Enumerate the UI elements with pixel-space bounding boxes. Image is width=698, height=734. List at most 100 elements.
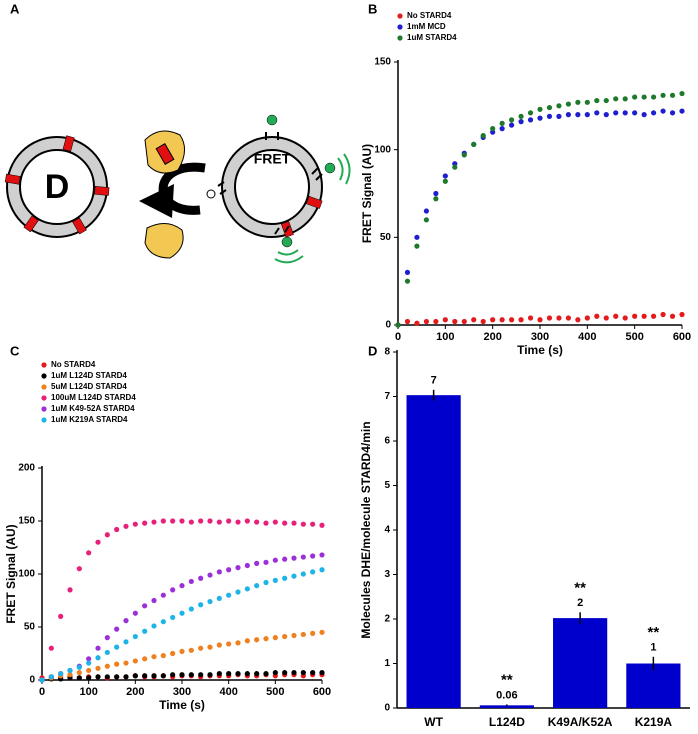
- data-point: [58, 671, 64, 677]
- data-point: [282, 575, 288, 581]
- data-point: [263, 579, 269, 586]
- data-point: [76, 675, 82, 681]
- x-tick-label: 600: [673, 331, 691, 343]
- data-point: [104, 532, 110, 538]
- data-point: [310, 669, 316, 676]
- y-axis-label: FRET Signal (AU): [360, 144, 374, 243]
- data-point: [300, 554, 306, 560]
- data-point: [603, 315, 609, 321]
- value-label: 0.06: [496, 689, 517, 701]
- data-point: [160, 518, 166, 524]
- data-point: [151, 654, 157, 660]
- data-point: [433, 318, 439, 325]
- data-point: [198, 672, 204, 678]
- data-point: [319, 669, 325, 676]
- data-point: [442, 317, 448, 323]
- data-point: [263, 559, 269, 565]
- x-tick-label: 100: [79, 686, 97, 698]
- data-point: [641, 94, 647, 100]
- y-tick-label: 7: [384, 391, 390, 402]
- data-point: [546, 113, 553, 119]
- data-point: [188, 606, 194, 612]
- x-tick-label: 0: [395, 331, 401, 343]
- data-point: [48, 645, 54, 651]
- y-tick-label: 4: [384, 525, 390, 536]
- x-tick-label: 400: [578, 331, 596, 343]
- data-point: [95, 655, 101, 661]
- significance-label: **: [648, 624, 660, 641]
- legend-marker: [41, 362, 47, 368]
- data-point: [179, 610, 185, 616]
- data-point: [179, 518, 185, 524]
- data-point: [67, 667, 73, 674]
- data-point: [235, 565, 241, 571]
- data-point: [160, 673, 166, 679]
- data-point: [414, 234, 420, 240]
- x-axis-label: Time (s): [517, 343, 563, 357]
- data-point: [433, 196, 439, 202]
- data-point: [272, 635, 278, 641]
- data-point: [499, 120, 505, 126]
- data-point: [114, 526, 120, 533]
- data-point: [207, 644, 213, 650]
- y-axis-label: Molecules DHE/molecule STARD4/min: [359, 421, 373, 638]
- data-point: [151, 519, 157, 525]
- data-point: [198, 575, 204, 581]
- legend-marker: [397, 13, 403, 19]
- x-tick-label: 600: [313, 686, 331, 698]
- data-point: [244, 671, 250, 677]
- data-point: [95, 674, 101, 680]
- data-point: [216, 519, 222, 525]
- y-tick-label: 6: [384, 436, 390, 447]
- y-tick-label: 150: [374, 57, 391, 68]
- data-point: [291, 555, 297, 561]
- bar: [626, 663, 681, 708]
- data-point: [310, 553, 316, 559]
- legend-label: 1mM MCD: [407, 22, 446, 31]
- data-point: [537, 115, 543, 121]
- data-point: [188, 647, 194, 653]
- data-point: [442, 173, 448, 179]
- x-tick-label: WT: [424, 715, 443, 729]
- data-point: [575, 112, 581, 118]
- data-point: [622, 96, 628, 102]
- data-point: [235, 589, 241, 595]
- data-point: [207, 672, 213, 678]
- legend-label: 1uM K219A STARD4: [51, 415, 128, 424]
- data-point: [216, 569, 222, 575]
- data-point: [123, 660, 129, 666]
- data-point: [300, 669, 306, 676]
- data-point: [132, 521, 138, 527]
- data-point: [254, 519, 260, 525]
- legend-marker: [41, 373, 47, 379]
- legend-marker: [397, 35, 403, 41]
- data-point: [254, 671, 260, 677]
- legend-marker: [41, 384, 47, 390]
- data-point: [67, 587, 73, 593]
- data-point: [216, 595, 222, 601]
- data-point: [641, 313, 647, 319]
- y-tick-label: 50: [380, 232, 392, 243]
- y-tick-label: 3: [384, 569, 390, 580]
- legend-marker: [41, 406, 47, 412]
- data-point: [423, 217, 429, 223]
- data-point: [433, 190, 439, 197]
- data-point: [414, 243, 420, 249]
- data-point: [76, 566, 82, 572]
- data-point: [622, 110, 628, 116]
- data-point: [76, 669, 82, 676]
- bar: [553, 618, 608, 708]
- data-point: [518, 113, 524, 119]
- data-point: [442, 178, 448, 184]
- data-point: [254, 637, 260, 643]
- data-point: [414, 320, 420, 326]
- data-point: [319, 552, 325, 558]
- data-point: [423, 318, 429, 325]
- data-point: [527, 117, 534, 123]
- data-point: [132, 658, 138, 664]
- data-point: [404, 278, 411, 284]
- data-point: [651, 94, 657, 100]
- data-point: [300, 571, 306, 577]
- data-point: [622, 315, 628, 321]
- data-point: [603, 97, 609, 104]
